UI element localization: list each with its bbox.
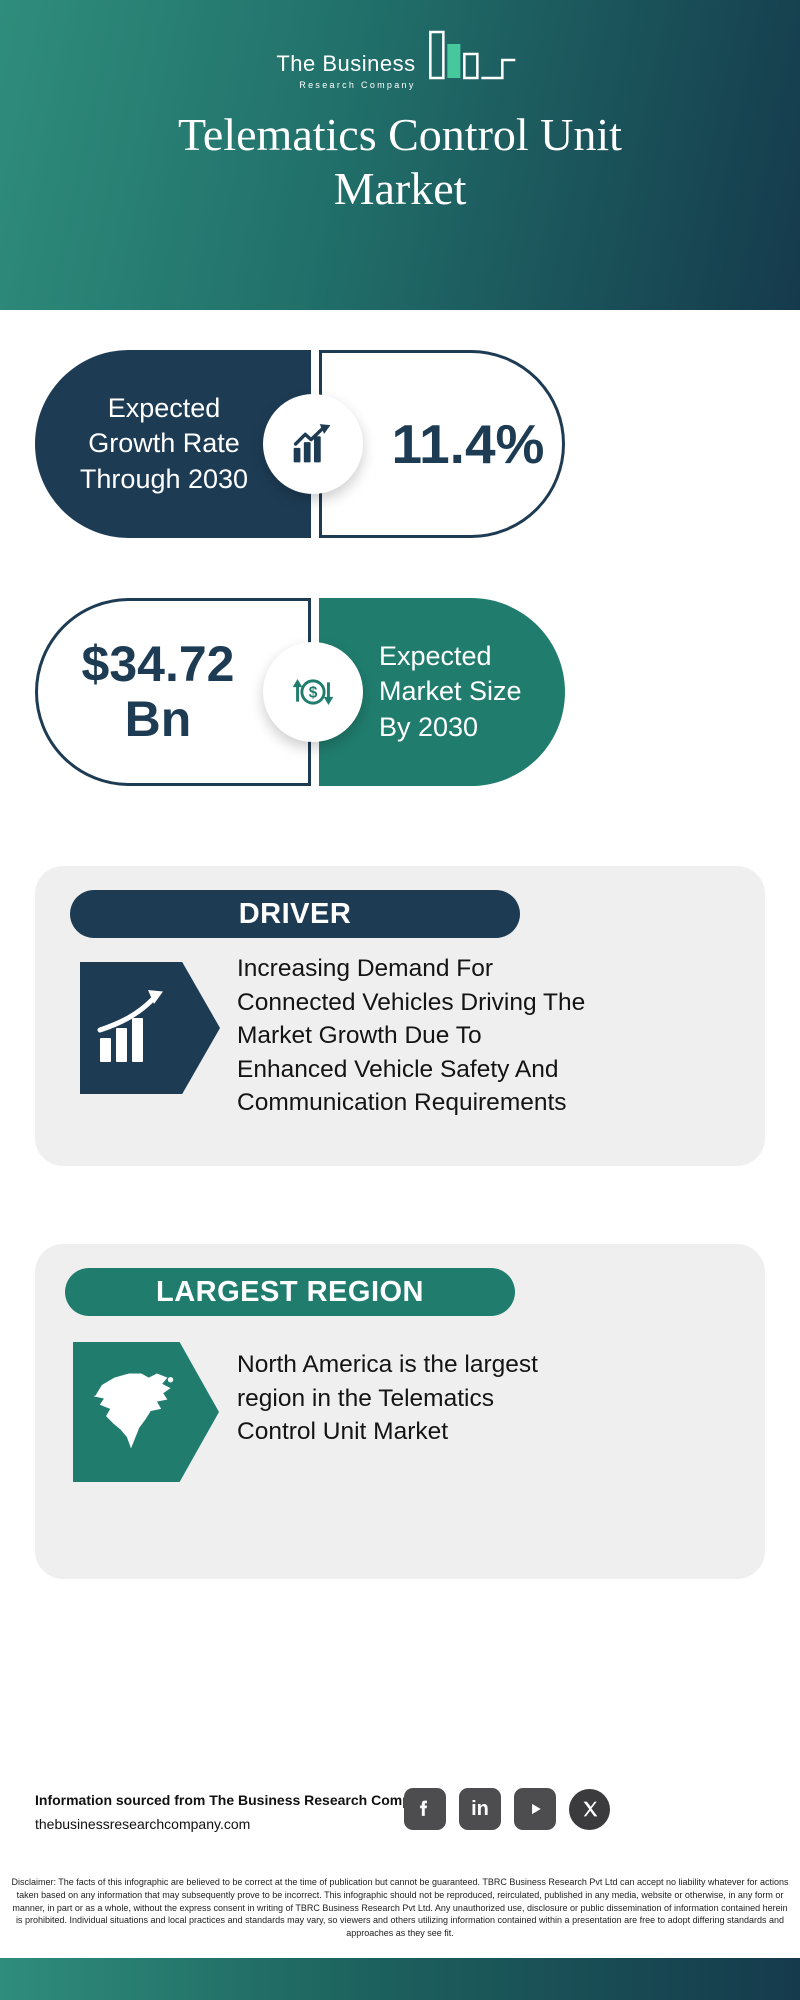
header-banner: The Business Research Company Telematics…: [0, 0, 800, 310]
growth-bars-icon-shape: [80, 962, 220, 1094]
footer-source: Information sourced from The Business Re…: [35, 1792, 435, 1832]
social-links: in: [404, 1788, 610, 1830]
largest-region-heading: LARGEST REGION: [155, 1275, 424, 1308]
largest-region-heading-pill: LARGEST REGION: [65, 1268, 515, 1316]
brand-subtitle: Research Company: [299, 80, 416, 90]
youtube-icon[interactable]: [514, 1788, 556, 1830]
linkedin-glyph: in: [471, 1798, 489, 1820]
driver-text: Increasing Demand For Connected Vehicles…: [237, 955, 586, 1117]
growth-rate-card: Expected Growth Rate Through 2030 11.4%: [35, 350, 565, 538]
brand-logo-text: The Business Research Company: [276, 51, 415, 90]
market-size-value: $34.72 Bn: [81, 636, 235, 747]
largest-region-card: LARGEST REGION North America is the larg…: [35, 1244, 765, 1579]
growth-rate-value-pill: 11.4%: [319, 350, 565, 538]
brand-logo: The Business Research Company: [276, 26, 523, 90]
dollar-exchange-icon: $: [263, 642, 363, 742]
source-text: Information sourced from The Business Re…: [35, 1792, 435, 1808]
north-america-map-art: [93, 1373, 174, 1449]
growth-bars-icon: [80, 962, 220, 1094]
x-icon[interactable]: [569, 1788, 610, 1830]
driver-card: DRIVER Increasing Demand For Connected V…: [35, 866, 765, 1166]
linkedin-icon[interactable]: in: [459, 1788, 501, 1830]
market-size-card: $34.72 Bn Expected Market Size By 2030 $: [35, 598, 565, 786]
driver-heading-pill: DRIVER: [70, 890, 520, 938]
growth-rate-label: Expected Growth Rate Through 2030: [79, 392, 249, 494]
north-america-map-icon: [73, 1342, 219, 1482]
north-america-map-icon-shape: [73, 1342, 219, 1482]
bar-chart-logo-icon: [429, 30, 516, 80]
driver-heading: DRIVER: [238, 897, 352, 930]
website-link[interactable]: thebusinessresearchcompany.com: [35, 1816, 251, 1832]
page-title: Telematics Control Unit Market: [178, 109, 622, 215]
disclaimer-text: Disclaimer: The facts of this infographi…: [11, 1877, 789, 1939]
dollar-exchange-icon-art: $: [292, 678, 334, 706]
growth-trend-icon-art: [293, 424, 331, 463]
growth-rate-value: 11.4%: [391, 413, 545, 475]
brand-name: The Business: [276, 51, 416, 76]
growth-trend-icon: [263, 394, 363, 494]
facebook-icon[interactable]: [404, 1788, 446, 1830]
bottom-gradient-bar: [0, 1958, 800, 2000]
region-text: North America is the largest region in t…: [237, 1351, 538, 1446]
market-size-label: Expected Market Size By 2030: [379, 640, 522, 742]
growth-bars-icon-art: [97, 990, 163, 1062]
dollar-glyph: $: [309, 684, 318, 701]
market-size-label-pill: Expected Market Size By 2030: [319, 598, 565, 786]
